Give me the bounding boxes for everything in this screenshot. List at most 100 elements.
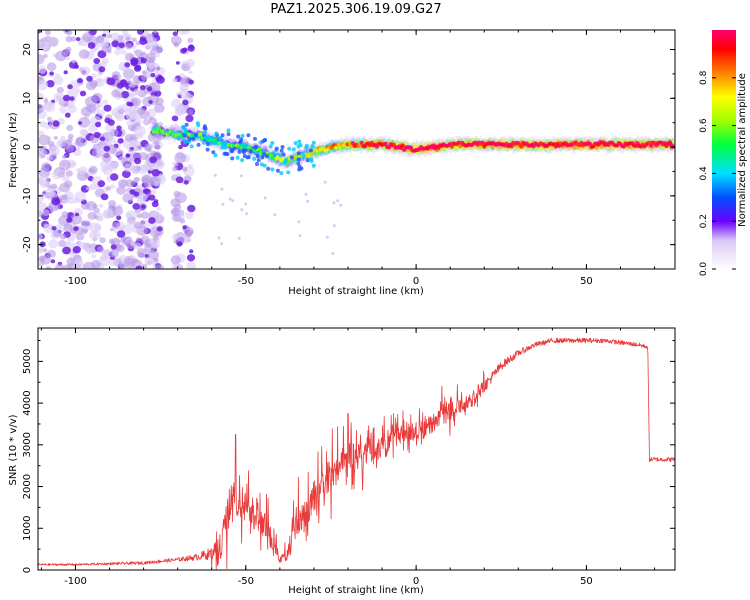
noise-speckle [61, 211, 69, 218]
ridge-scatter [275, 168, 280, 173]
noise-speckle [147, 170, 152, 174]
noise-speckle [58, 240, 67, 248]
ridge-blob [449, 144, 455, 149]
noise-speckle [176, 241, 183, 247]
noise-speckle [43, 53, 48, 59]
noise-speckle [137, 30, 144, 35]
noise-speckle [125, 43, 133, 50]
noise-speckle [122, 170, 131, 179]
ridge-scatter [240, 142, 245, 147]
noise-speckle [133, 88, 142, 96]
noise-speckle [187, 204, 196, 213]
noise-speckle [150, 120, 156, 126]
ridge-blob [621, 144, 627, 149]
ridge-scatter [297, 139, 302, 144]
noise-speckle [179, 211, 185, 217]
noise-speckle [221, 202, 225, 206]
noise-speckle [63, 94, 71, 102]
noise-speckle [53, 135, 58, 140]
noise-speckle [106, 33, 113, 39]
noise-speckle [82, 32, 93, 42]
colorbar-tick-label: 0.4 [699, 166, 709, 181]
noise-speckle [73, 226, 79, 232]
noise-speckle [110, 129, 119, 137]
noise-speckle [116, 113, 125, 122]
noise-speckle [106, 49, 112, 54]
noise-speckle [99, 136, 106, 142]
noise-speckle [85, 201, 97, 211]
noise-speckle [103, 145, 111, 152]
noise-speckle [99, 203, 104, 208]
noise-speckle [172, 31, 178, 36]
noise-speckle [62, 175, 70, 182]
noise-speckle [43, 101, 56, 112]
ridge-scatter [286, 170, 291, 175]
colorbar-gradient [712, 30, 736, 269]
noise-speckle [81, 130, 89, 136]
y-tick-label: 1000 [22, 516, 33, 541]
noise-speckle [89, 79, 99, 88]
noise-speckle [39, 40, 50, 51]
noise-speckle [137, 107, 146, 116]
ridge-scatter [268, 144, 273, 149]
noise-speckle [102, 30, 111, 35]
noise-speckle [65, 144, 74, 152]
noise-speckle [39, 121, 47, 128]
ridge-scatter [310, 144, 315, 149]
noise-speckle [72, 246, 81, 254]
ridge-scatter [279, 171, 284, 176]
noise-speckle [126, 219, 134, 227]
noise-speckle [139, 85, 146, 91]
noise-speckle [89, 183, 97, 191]
noise-speckle [148, 100, 153, 104]
noise-speckle [74, 258, 84, 266]
noise-speckle [56, 86, 64, 94]
noise-speckle [121, 49, 127, 55]
ridge-scatter [236, 134, 241, 139]
noise-speckle [331, 252, 335, 256]
ridge-scatter [309, 159, 314, 163]
noise-speckle [185, 114, 194, 123]
ridge-scatter [240, 133, 245, 138]
noise-speckle [273, 213, 277, 217]
noise-speckle [182, 99, 189, 106]
ridge-scatter [220, 133, 225, 138]
ridge-scatter [256, 158, 261, 163]
noise-speckle [117, 35, 124, 41]
ridge-scatter [182, 133, 187, 138]
noise-speckle [59, 182, 70, 193]
noise-speckle [94, 215, 99, 219]
ridge-scatter [262, 152, 267, 156]
colorbar-tick-label: 0.0 [699, 262, 709, 277]
ridge-blob [310, 152, 315, 157]
ridge-scatter [308, 148, 313, 153]
noise-speckle [38, 174, 50, 186]
noise-speckle [101, 99, 108, 105]
ridge-scatter [274, 146, 279, 151]
noise-speckle [136, 213, 143, 219]
noise-speckle [65, 240, 71, 245]
noise-speckle [149, 156, 158, 164]
colorbar: 0.0 0.2 0.4 0.6 0.8 Normalized spectral ampl… [699, 30, 748, 276]
noise-speckle [135, 237, 141, 242]
ridge-blob [509, 144, 514, 149]
noise-speckle [43, 223, 55, 233]
ridge-scatter [311, 140, 316, 145]
ridge-scatter [176, 136, 181, 141]
noise-speckle [306, 199, 310, 203]
noise-speckle [323, 180, 327, 184]
x-tick-label: -50 [238, 276, 254, 287]
noise-speckle [154, 159, 165, 170]
y-tick-label: -10 [22, 188, 33, 204]
ridge-scatter [296, 151, 301, 156]
noise-speckle [46, 80, 55, 88]
spectrogram-frame [37, 29, 676, 270]
y-tick-label: 5000 [22, 349, 33, 374]
noise-speckle [179, 89, 190, 99]
noise-speckle [100, 160, 110, 169]
noise-speckle [75, 37, 81, 42]
ridge-scatter [202, 126, 207, 131]
noise-speckle [179, 218, 186, 224]
ridge-blob [155, 129, 160, 134]
noise-speckle [183, 180, 189, 185]
